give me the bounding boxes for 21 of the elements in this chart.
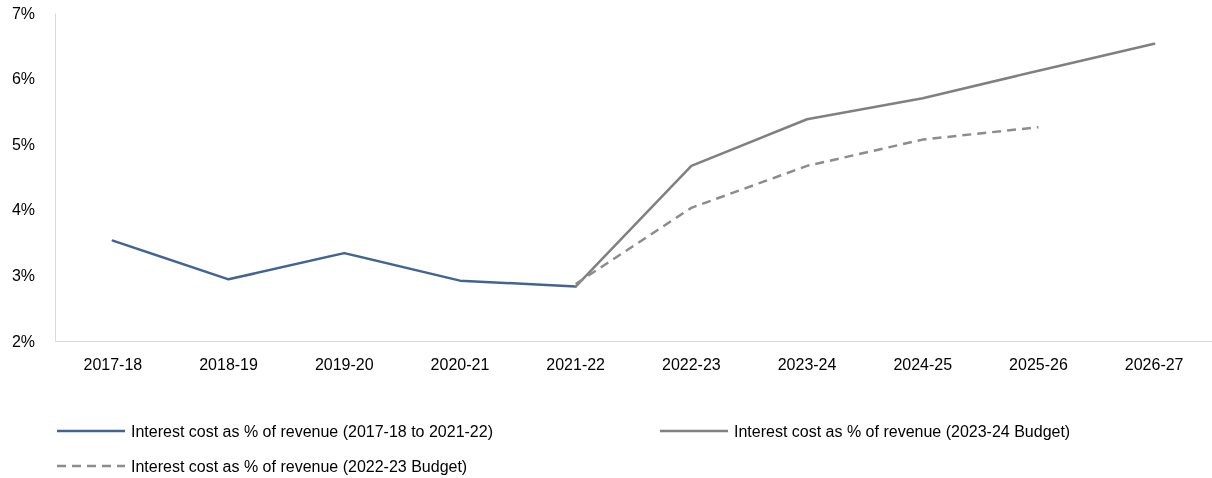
x-tick-label: 2019-20: [314, 356, 374, 374]
x-tick-label: 2022-23: [661, 356, 721, 374]
legend-label: Interest cost as % of revenue (2022-23 Budget): [131, 457, 468, 475]
x-tick-label: 2018-19: [199, 356, 259, 374]
y-tick-label: 6%: [11, 70, 35, 88]
x-tick-label: 2023-24: [777, 356, 837, 374]
y-tick-label: 5%: [11, 135, 35, 153]
x-tick-label: 2021-22: [546, 356, 606, 374]
y-tick-label: 2%: [11, 332, 35, 350]
x-tick-label: 2017-18: [83, 356, 143, 374]
y-tick-label: 4%: [11, 201, 35, 219]
y-tick-label: 7%: [11, 4, 35, 22]
legend-label: Interest cost as % of revenue (2017-18 to 2021-22): [131, 422, 493, 440]
line-series: [574, 42, 1156, 288]
line-series: [111, 239, 577, 288]
legend-label: Interest cost as % of revenue (2023-24 Budget): [734, 422, 1071, 440]
x-tick-label: 2020-21: [430, 356, 490, 374]
y-tick-label: 3%: [11, 267, 35, 285]
x-tick-label: 2025-26: [1009, 356, 1068, 374]
x-tick-label: 2026-27: [1124, 356, 1184, 374]
x-tick-label: 2024-25: [893, 356, 953, 374]
